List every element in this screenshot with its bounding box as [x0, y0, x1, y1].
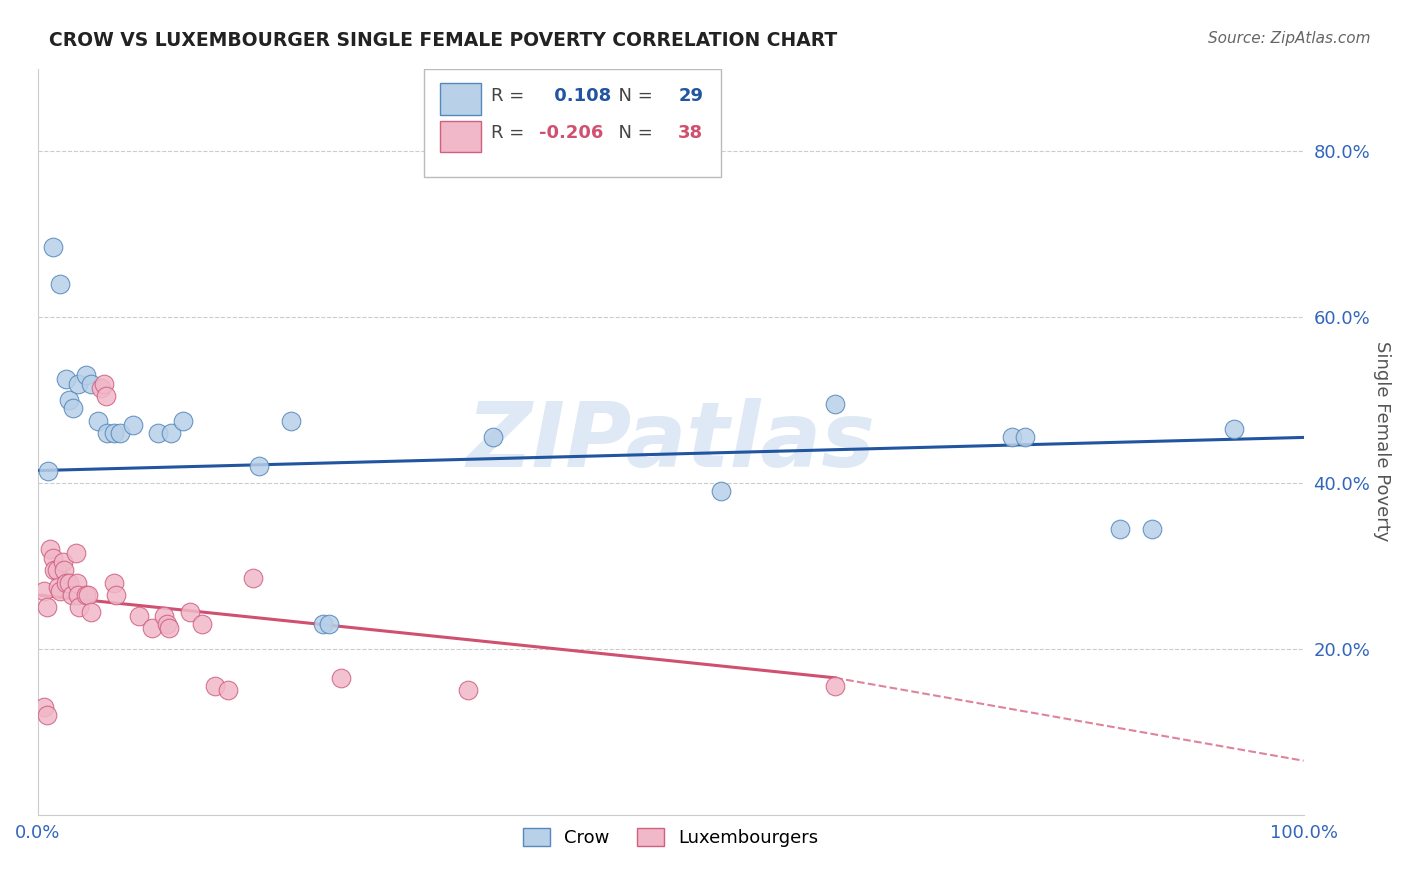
- Point: [55, 372, 77, 386]
- Point: [42, 240, 65, 254]
- FancyBboxPatch shape: [423, 69, 721, 177]
- Point: [103, 575, 125, 590]
- Point: [156, 616, 179, 631]
- Point: [108, 426, 131, 441]
- Text: R =: R =: [491, 124, 530, 143]
- Point: [204, 679, 226, 693]
- Point: [37, 464, 59, 478]
- Point: [824, 679, 846, 693]
- Point: [67, 376, 90, 391]
- Point: [105, 588, 128, 602]
- Point: [242, 571, 264, 585]
- Point: [94, 389, 117, 403]
- Point: [159, 426, 181, 441]
- Text: 38: 38: [678, 124, 703, 143]
- Point: [67, 588, 90, 602]
- FancyBboxPatch shape: [440, 120, 481, 152]
- Point: [191, 616, 214, 631]
- Point: [52, 555, 75, 569]
- Point: [77, 588, 100, 602]
- Point: [330, 671, 353, 685]
- Text: N =: N =: [607, 87, 659, 105]
- Text: CROW VS LUXEMBOURGER SINGLE FEMALE POVERTY CORRELATION CHART: CROW VS LUXEMBOURGER SINGLE FEMALE POVER…: [49, 31, 838, 50]
- Y-axis label: Single Female Poverty: Single Female Poverty: [1374, 342, 1391, 541]
- Point: [318, 616, 340, 631]
- Point: [93, 376, 115, 391]
- FancyBboxPatch shape: [440, 84, 481, 115]
- Point: [58, 393, 80, 408]
- Point: [103, 426, 125, 441]
- Point: [1223, 422, 1246, 436]
- Point: [1109, 522, 1132, 536]
- Point: [65, 547, 87, 561]
- Point: [45, 563, 67, 577]
- Point: [35, 708, 58, 723]
- Point: [457, 683, 479, 698]
- Point: [121, 417, 143, 432]
- Point: [69, 600, 91, 615]
- Point: [96, 426, 118, 441]
- Point: [46, 580, 69, 594]
- Text: 0.108: 0.108: [548, 87, 612, 105]
- Point: [280, 414, 302, 428]
- Point: [247, 459, 270, 474]
- Point: [75, 588, 97, 602]
- Point: [42, 550, 65, 565]
- Point: [153, 608, 176, 623]
- Point: [80, 376, 103, 391]
- Text: -0.206: -0.206: [538, 124, 603, 143]
- Point: [710, 484, 733, 499]
- Point: [172, 414, 194, 428]
- Point: [482, 430, 505, 444]
- Text: ZIPatlas: ZIPatlas: [467, 398, 875, 485]
- Point: [58, 575, 80, 590]
- Point: [53, 563, 76, 577]
- Point: [75, 368, 97, 383]
- Point: [49, 583, 72, 598]
- Text: R =: R =: [491, 87, 530, 105]
- Point: [157, 621, 180, 635]
- Point: [32, 583, 55, 598]
- Point: [179, 605, 201, 619]
- Legend: Crow, Luxembourgers: Crow, Luxembourgers: [516, 821, 825, 855]
- Point: [60, 588, 83, 602]
- Point: [311, 616, 333, 631]
- Text: 29: 29: [678, 87, 703, 105]
- Point: [90, 381, 112, 395]
- Point: [44, 563, 66, 577]
- Point: [80, 605, 103, 619]
- Point: [1001, 430, 1024, 444]
- Text: Source: ZipAtlas.com: Source: ZipAtlas.com: [1208, 31, 1371, 46]
- Point: [824, 397, 846, 411]
- Point: [141, 621, 163, 635]
- Point: [55, 575, 77, 590]
- Point: [1014, 430, 1036, 444]
- Point: [66, 575, 89, 590]
- Point: [62, 401, 84, 416]
- Point: [39, 542, 62, 557]
- Text: N =: N =: [607, 124, 659, 143]
- Point: [146, 426, 169, 441]
- Point: [1140, 522, 1163, 536]
- Point: [35, 600, 58, 615]
- Point: [217, 683, 239, 698]
- Point: [32, 699, 55, 714]
- Point: [49, 277, 72, 291]
- Point: [87, 414, 110, 428]
- Point: [128, 608, 150, 623]
